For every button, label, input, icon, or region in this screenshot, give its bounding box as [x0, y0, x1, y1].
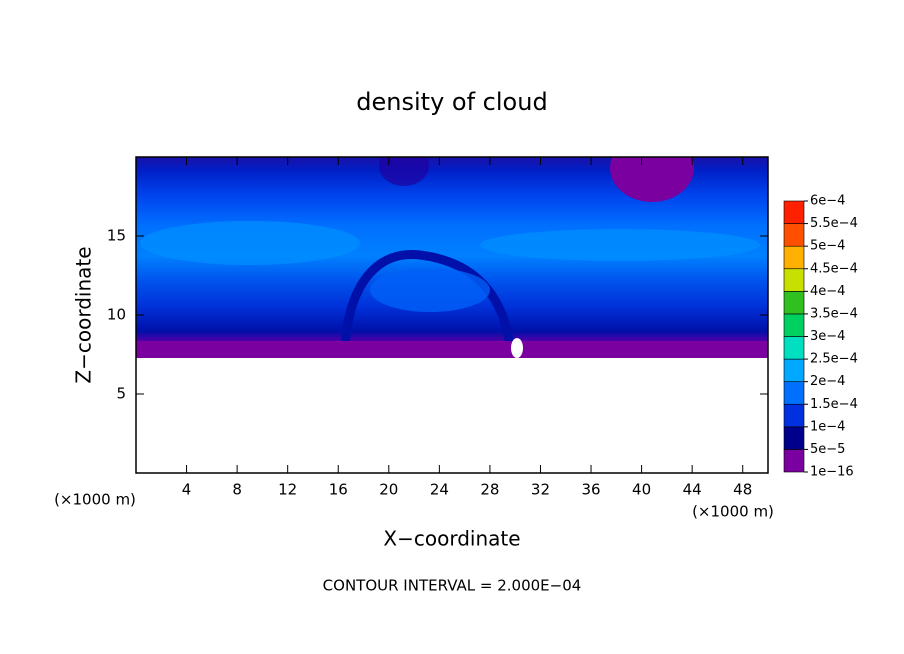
x-tick-label: 16 [329, 481, 348, 499]
colorbar-swatch [783, 358, 805, 382]
colorbar-label: 2e−4 [810, 374, 845, 389]
colorbar-label: 1.5e−4 [810, 397, 858, 412]
x-tick-label: 32 [531, 481, 550, 499]
y-axis-title: Z−coordinate [72, 246, 96, 383]
colorbar-swatch [783, 223, 805, 247]
x-tick-label: 24 [430, 481, 449, 499]
colorbar-label: 3.5e−4 [810, 306, 858, 321]
colorbar-swatch [783, 336, 805, 360]
x-tick-label: 40 [632, 481, 651, 499]
x-tick-label: 48 [733, 481, 752, 499]
colorbar-swatch [783, 200, 805, 224]
field-patch [379, 157, 429, 186]
colorbar-label: 5.5e−4 [810, 216, 858, 231]
field-patch [140, 221, 360, 265]
colorbar-swatch [783, 291, 805, 315]
colorbar-swatch [783, 268, 805, 292]
x-tick-label: 36 [581, 481, 600, 499]
colorbar-label: 1e−16 [810, 465, 854, 480]
x-unit: (×1000 m) [692, 503, 774, 521]
y-tick-label: 15 [107, 227, 126, 245]
colorbar-swatch [783, 381, 805, 405]
contour-field [136, 157, 768, 473]
colorbar-swatch [783, 403, 805, 428]
colorbar-label: 4.5e−4 [810, 261, 858, 276]
field-empty [136, 358, 768, 473]
colorbar-swatch [783, 245, 805, 270]
colorbar-label: 6e−4 [810, 194, 845, 209]
colorbar-swatch [783, 313, 805, 337]
y-tick-label: 5 [116, 385, 126, 403]
field-band [136, 341, 768, 358]
x-tick-label: 44 [683, 481, 702, 499]
colorbar-swatch [783, 426, 805, 450]
field-patch [370, 268, 490, 312]
x-unit: (×1000 m) [54, 491, 136, 509]
colorbar-swatch [783, 449, 805, 473]
colorbar-label: 4e−4 [810, 284, 845, 299]
x-tick-label: 12 [278, 481, 297, 499]
x-tick-label: 4 [182, 481, 192, 499]
x-axis-title: X−coordinate [383, 527, 520, 551]
colorbar-label: 2.5e−4 [810, 352, 858, 367]
colorbar-label: 5e−5 [810, 442, 845, 457]
field-patch [340, 249, 515, 346]
y-tick-label: 10 [107, 306, 126, 324]
field-patch [610, 157, 694, 202]
colorbar-label: 1e−4 [810, 419, 845, 434]
x-tick-label: 20 [379, 481, 398, 499]
footer-note: CONTOUR INTERVAL = 2.000E−04 [323, 577, 582, 595]
field-patch [511, 338, 523, 358]
colorbar-label: 3e−4 [810, 329, 845, 344]
x-tick-label: 28 [480, 481, 499, 499]
field-patch [480, 229, 760, 261]
colorbar-label: 5e−4 [810, 239, 845, 254]
x-tick-label: 8 [232, 481, 242, 499]
chart-title: density of cloud [356, 88, 547, 116]
